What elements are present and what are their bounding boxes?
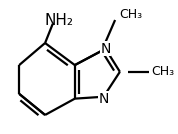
Text: N: N	[100, 42, 111, 56]
Text: CH₃: CH₃	[151, 65, 175, 78]
Text: NH₂: NH₂	[45, 12, 74, 27]
Text: CH₃: CH₃	[119, 8, 142, 21]
Text: N: N	[98, 92, 109, 106]
